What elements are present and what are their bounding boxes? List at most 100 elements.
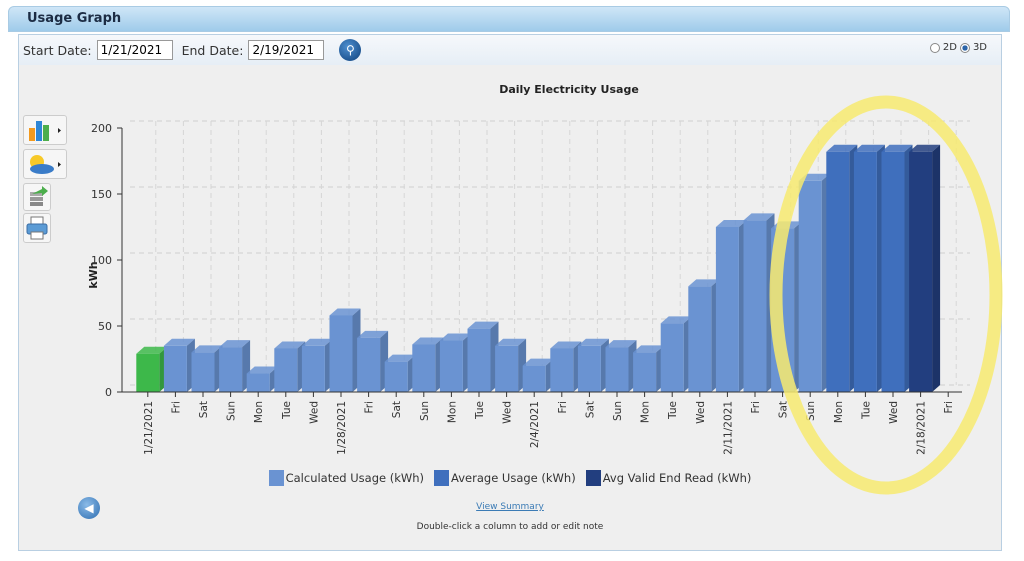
legend-item-calculated[interactable]: Calculated Usage (kWh) [268,470,424,486]
bar-end_read [909,151,933,392]
bar-calculated [191,352,215,392]
bar-calculated [550,348,574,392]
x-tick-label: Wed [502,401,514,424]
bar-calculated [798,180,822,392]
legend-label: Average Usage (kWh) [451,471,576,485]
radio-3d[interactable] [959,42,970,53]
bar-top [688,279,720,287]
bar-calculated [743,220,767,392]
bar-calculated [439,340,463,392]
bar-top [550,341,582,349]
bar-top [605,340,637,348]
y-tick-label: 200 [91,122,112,135]
weather-button[interactable] [23,149,67,179]
legend-swatch [268,470,284,486]
bar-top [826,144,858,152]
bar-top [881,144,913,152]
radio-2d[interactable] [929,42,940,53]
x-tick-label: Fri [170,401,182,414]
radio-3d-label: 3D [972,42,987,53]
bar-top [219,340,251,348]
bar-top [357,330,389,338]
x-tick-label: Sun [226,401,238,421]
bar-calculated [219,347,243,392]
x-tick-label: Fri [364,401,376,414]
bar-calculated [246,373,270,392]
export-icon [30,186,48,206]
bar-calculated [384,361,408,392]
weather-icon [30,155,61,174]
y-tick-label: 0 [105,386,112,399]
y-tick-label: 50 [98,320,112,333]
bar-calculated [412,344,436,392]
window-header: Usage Graph [8,6,1010,32]
legend-item-end_read[interactable]: Avg Valid End Read (kWh) [585,470,751,486]
search-icon: ⚲ [346,43,355,57]
x-tick-label: Fri [750,401,762,414]
end-date-input[interactable] [248,40,325,60]
x-tick-label: Wed [888,401,900,424]
bar-calculated [357,337,381,392]
bar-calculated [301,345,325,392]
export-button[interactable] [23,183,51,211]
search-button[interactable]: ⚲ [339,39,362,61]
x-tick-label: Mon [640,401,652,423]
usage-chart: Daily Electricity Usage kWh 0 50 100 150 200… [87,83,1003,495]
chart-type-button[interactable] [23,115,67,145]
bar-calculated [522,365,546,392]
bar-top [301,338,333,346]
x-tick-label: Mon [833,401,845,423]
start-date-input[interactable] [96,40,173,60]
x-tick-label: Sat [391,401,403,418]
x-tick-label: 2/18/2021 [916,401,928,455]
bar-calculated [688,286,712,392]
bar-top [246,366,278,374]
edit-note-hint: Double-click a column to add or edit not… [416,522,604,532]
bar-top [274,341,306,349]
x-tick-label: Tue [281,401,293,420]
bar-top [495,338,527,346]
bar-calculated [605,347,629,392]
y-tick-label: 150 [91,188,112,201]
x-tick-label: Mon [446,401,458,423]
print-icon [26,216,48,240]
previous-period-button[interactable]: ◀ [78,497,100,519]
x-tick-label: Mon [253,401,265,423]
x-tick-label: Fri [557,401,569,414]
usage-graph-panel: Start Date: End Date: ⚲ 2D 3D Daily Elec… [18,34,1003,551]
end-date-label: End Date: [181,42,244,58]
x-tick-label: Tue [474,401,486,420]
bar-top [384,354,416,362]
bar-calculated [163,345,187,392]
bar-first [136,353,160,392]
x-tick-label: Wed [695,401,707,424]
bar-average [853,151,877,392]
x-tick-label: 1/28/2021 [336,401,348,455]
view-mode-group: 2D 3D [929,42,987,53]
bar-calculated [467,328,491,392]
bar-calculated [274,348,298,392]
view-summary-link[interactable]: View Summary [476,502,544,512]
bar-calculated [495,345,519,392]
bar-top [467,321,499,329]
bar-top [743,213,775,221]
x-tick-label: Sat [584,401,596,418]
bar-top [909,144,941,152]
bar-calculated [633,352,657,392]
bar-calculated [329,315,353,392]
x-tick-label: 2/11/2021 [722,401,734,455]
y-axis-label: kWh [87,261,100,288]
x-tick-label: Tue [860,401,872,420]
bar-calculated [577,345,601,392]
bar-top [660,316,692,324]
x-tick-label: Sat [778,401,790,418]
legend-item-average[interactable]: Average Usage (kWh) [434,470,576,486]
print-button[interactable] [23,213,51,243]
radio-2d-label: 2D [942,42,957,53]
chevron-left-icon: ◀ [84,501,94,515]
bar-top [577,338,609,346]
x-tick-label: Sun [805,401,817,421]
bar-average [826,151,850,392]
bar-calculated [660,323,684,392]
x-tick-label: Sun [419,401,431,421]
